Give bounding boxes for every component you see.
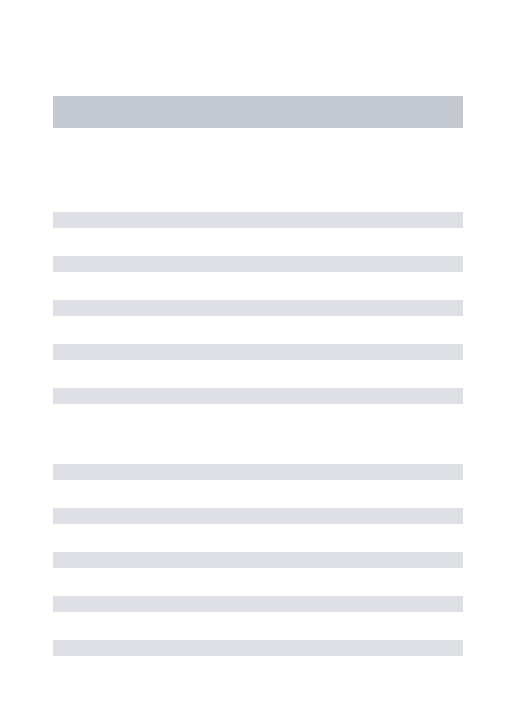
text-line-placeholder — [53, 300, 463, 316]
text-line-placeholder — [53, 388, 463, 404]
text-line-placeholder — [53, 256, 463, 272]
text-line-placeholder — [53, 464, 463, 480]
text-line-placeholder — [53, 212, 463, 228]
text-line-placeholder — [53, 640, 463, 656]
text-line-placeholder — [53, 344, 463, 360]
text-line-placeholder — [53, 508, 463, 524]
paragraph-placeholder-1 — [53, 212, 463, 404]
text-line-placeholder — [53, 552, 463, 568]
paragraph-placeholder-2 — [53, 464, 463, 656]
header-placeholder — [53, 96, 463, 128]
skeleton-container — [0, 0, 516, 656]
text-line-placeholder — [53, 596, 463, 612]
